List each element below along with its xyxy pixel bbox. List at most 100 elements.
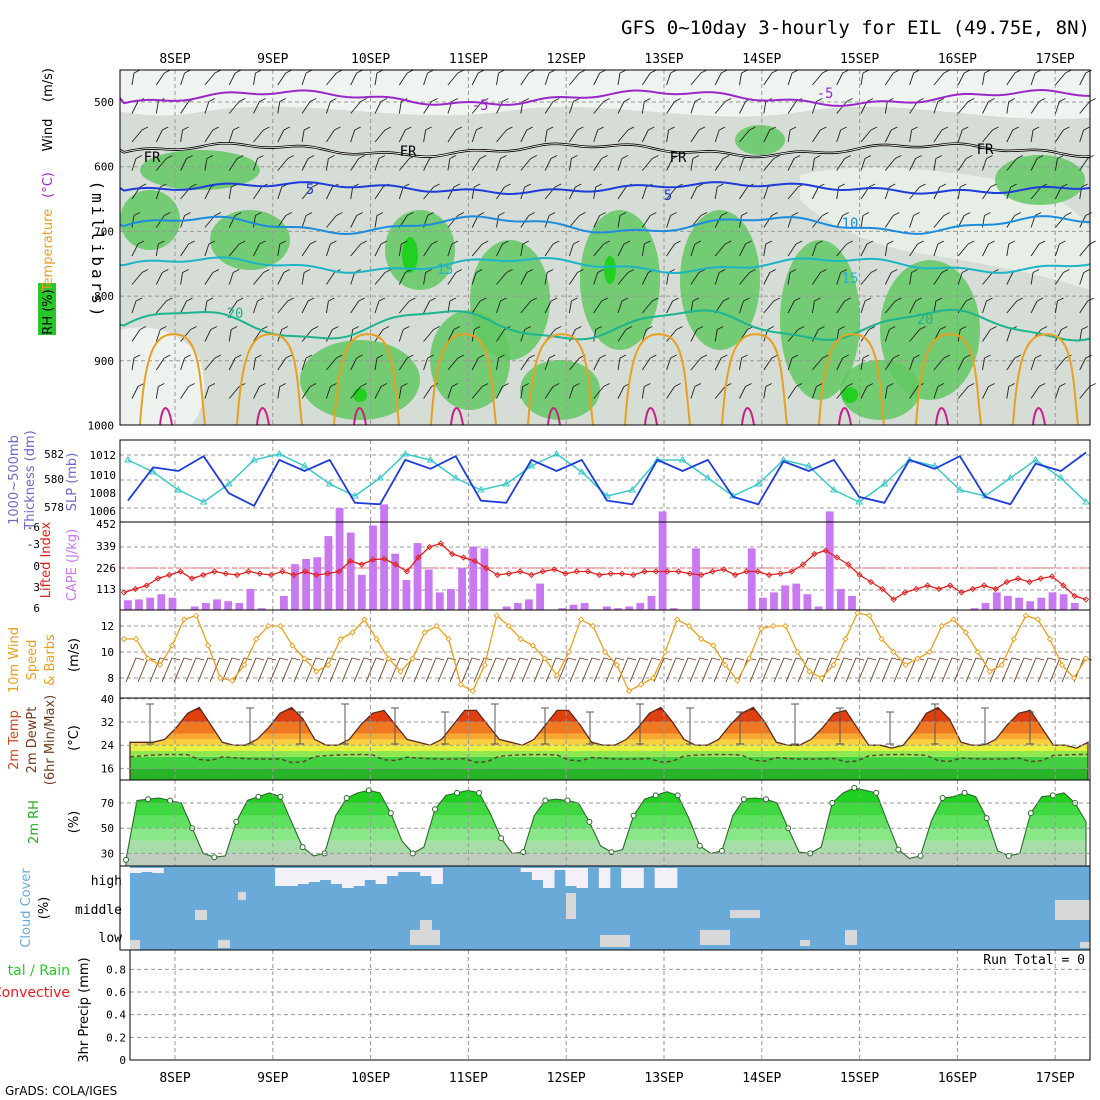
rh-point: [674, 792, 681, 799]
wind-barb: [811, 383, 823, 399]
cape-bar: [346, 532, 355, 610]
wind-barb: [155, 212, 171, 228]
wind-barb: [617, 354, 627, 371]
wind-barb: [471, 155, 487, 171]
wind10-barb: [641, 657, 661, 683]
wind-barb: [398, 354, 414, 371]
li-point: [256, 570, 263, 577]
wind-barb: [690, 383, 702, 399]
precip-ticks: 0.8 0.6 0.4 0.2 0 tal / Rain Convective 3hr Pre…: [0, 957, 126, 1067]
wind10-barb: [665, 657, 685, 683]
wind10-speed-point: [686, 622, 693, 630]
thickness-point: [703, 474, 712, 481]
slp-grid: [120, 440, 1090, 522]
cloud-high-bar: [342, 868, 354, 888]
wind-barb: [909, 297, 922, 314]
wind-barb: [860, 354, 870, 371]
wind-barb: [253, 326, 268, 342]
upper-side-label: (°C): [41, 172, 56, 198]
cape-bar: [781, 585, 789, 610]
wind10-speed-point: [1022, 612, 1030, 619]
pressure-tick-label: 900: [94, 355, 114, 368]
upper-side-label: (m/s): [41, 68, 56, 102]
thickness-point: [275, 450, 284, 457]
contour-30-arch: [741, 407, 755, 426]
wind10-barb: [941, 657, 961, 683]
rh-point: [387, 810, 394, 817]
wind-barb: [860, 297, 872, 314]
cloud-high-bar: [308, 868, 321, 882]
wind-barb: [787, 126, 797, 143]
wind-barb: [617, 126, 635, 143]
li-point: [324, 570, 331, 577]
cape-bar: [1015, 597, 1023, 610]
wind-barb: [155, 240, 165, 257]
thickness-point: [956, 486, 964, 493]
wind-barb: [277, 354, 293, 371]
wind-barb: [714, 354, 728, 371]
cloud-mid-low-patch: [730, 910, 760, 918]
wind-barb: [374, 354, 384, 371]
wind-barb: [909, 98, 924, 114]
wind-barb: [1055, 126, 1070, 143]
wind-barb: [787, 269, 797, 285]
wind-barb: [228, 126, 240, 143]
contour-25-arch: [527, 333, 594, 426]
rh-point: [718, 847, 725, 854]
slp-line: [127, 451, 1087, 507]
wind10-speed-point: [493, 612, 500, 619]
pressure-tick-label: 500: [94, 96, 114, 109]
temp-tick-label: 40: [101, 693, 114, 706]
wind10-speed-point: [1034, 616, 1042, 623]
date-label-bottom: 15SEP: [840, 1071, 879, 1086]
wind-barb: [933, 212, 951, 228]
rh-point: [1027, 810, 1034, 817]
cape-bar: [525, 599, 533, 610]
li-point: [641, 568, 648, 575]
rh-fill: [123, 784, 1087, 866]
precip-grid: [130, 950, 1090, 1060]
temp-band: [130, 751, 1088, 757]
rh-point: [939, 795, 946, 801]
wind-barb: [1079, 354, 1092, 371]
contour-label: 10: [842, 216, 859, 232]
contour-label: FR: [144, 150, 161, 166]
wind10-speed-point: [277, 622, 284, 630]
cloud-bars: [130, 868, 1090, 950]
run-total: Run Total = 0: [983, 953, 1085, 968]
cape-bar: [480, 548, 489, 610]
wind10-speed-point: [241, 661, 248, 669]
wind-barb: [398, 126, 412, 143]
wind-barb: [253, 126, 270, 143]
li-point: [709, 568, 716, 575]
slp-axis-label: SLP (mb): [65, 453, 80, 512]
cape-bar: [157, 594, 166, 610]
wind-barb: [617, 326, 633, 342]
wind10-barb: [461, 657, 481, 683]
wind10-speed-point: [517, 635, 524, 643]
wind-barb: [811, 297, 821, 314]
cape-ticks: -6 -3 0 3 6 452 339 226 113 Lifted Index CAPE (J/k…: [27, 518, 116, 615]
wind-barb: [690, 183, 704, 200]
precip-tick-label: 0: [119, 1054, 126, 1067]
li-point: [1037, 575, 1044, 582]
wind10-speed-point: [794, 648, 801, 656]
li-point: [358, 561, 365, 568]
wind-barb: [253, 297, 264, 314]
li-point: [528, 571, 535, 579]
li-point: [992, 585, 999, 593]
wind-barb: [204, 383, 216, 399]
wind10-barb: [317, 657, 337, 683]
wind-barb: [909, 155, 922, 171]
wind-barb: [253, 98, 266, 114]
wind10-barb: [173, 657, 193, 683]
wind-barb: [617, 297, 629, 314]
cloud-mid-low-patch: [238, 892, 246, 900]
wind-barb: [374, 126, 392, 143]
li-point: [211, 568, 218, 575]
wind10-barb: [557, 657, 577, 683]
wind-barb: [763, 240, 773, 257]
wind-barb: [617, 212, 627, 228]
cloud-high-bar: [576, 868, 588, 888]
wind-barb: [155, 126, 169, 143]
